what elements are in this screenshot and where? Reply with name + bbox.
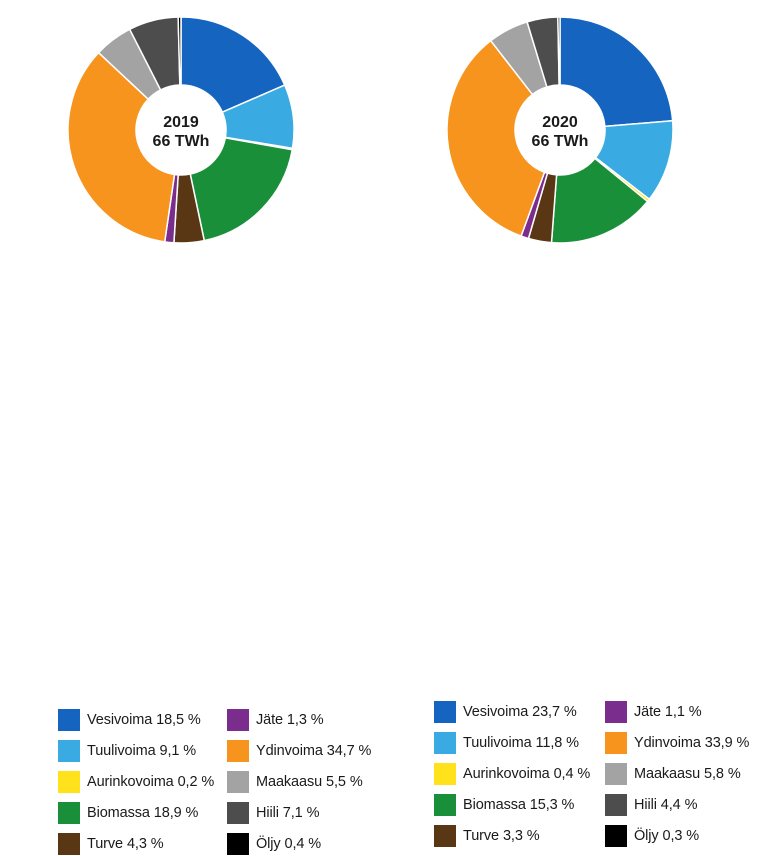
legend-item-vesivoima: Vesivoima 23,7 %: [434, 700, 577, 724]
donut-charts-canvas: 2019 66 TWh 2020 66 TWh: [67, 16, 674, 244]
legend-label: Öljy 0,4 %: [256, 836, 322, 852]
legend-swatch: [434, 763, 456, 785]
legend-swatch: [434, 732, 456, 754]
slice-biomassa-2019: [189, 137, 294, 242]
legend-swatch: [227, 740, 249, 762]
chart-subtitle: 66 TWh: [532, 133, 589, 150]
legend-label: Vesivoima 23,7 %: [463, 704, 577, 720]
legend-item-hiili: Hiili 7,1 %: [227, 801, 319, 825]
legend-item-tuulivoima: Tuulivoima 11,8 %: [434, 731, 579, 755]
legend-item-ydinvoima: Ydinvoima 33,9 %: [605, 731, 749, 755]
legend-item-turve: Turve 4,3 %: [58, 832, 164, 856]
legend-label: Hiili 4,4 %: [634, 797, 698, 813]
legend-label: Biomassa 18,9 %: [87, 805, 199, 821]
legend-item-jate: Jäte 1,3 %: [227, 708, 324, 732]
legend-item-hiili: Hiili 4,4 %: [605, 793, 697, 817]
legend-swatch: [605, 825, 627, 847]
legend-swatch: [227, 833, 249, 855]
slice-ydinvoima-2020: [446, 39, 546, 237]
legend-swatch: [58, 709, 80, 731]
legend-item-jate: Jäte 1,1 %: [605, 700, 702, 724]
legend-label: Turve 4,3 %: [87, 836, 164, 852]
legend-swatch: [605, 794, 627, 816]
slice-vesivoima-2019: [180, 16, 286, 113]
legend-label: Vesivoima 18,5 %: [87, 712, 201, 728]
legend-item-maakaasu: Maakaasu 5,5 %: [227, 770, 363, 794]
energy-source-charts: 2019 66 TWh 2020 66 TWh Vesivoima 18,5 % Tuu…: [58, 16, 749, 855]
legend-swatch: [434, 825, 456, 847]
legend-item-aurinkovoima: Aurinkovoima 0,2 %: [58, 770, 214, 794]
legend-swatch: [227, 802, 249, 824]
legend-label: Öljy 0,3 %: [634, 828, 700, 844]
legend-label: Turve 3,3 %: [463, 828, 540, 844]
legend-item-oljy: Öljy 0,4 %: [227, 832, 321, 856]
legend-swatch: [58, 802, 80, 824]
slice-oljy-2019: [177, 16, 182, 86]
legend-label: Jäte 1,3 %: [256, 712, 324, 728]
legend-label: Hiili 7,1 %: [256, 805, 320, 821]
legend-item-biomassa: Biomassa 18,9 %: [58, 801, 198, 825]
legend-label: Aurinkovoima 0,2 %: [87, 774, 215, 790]
legend-label: Ydinvoima 34,7 %: [256, 743, 372, 759]
legend-swatch: [227, 709, 249, 731]
slice-vesivoima-2020: [559, 16, 674, 128]
legend-swatch: [58, 833, 80, 855]
legend-item-tuulivoima: Tuulivoima 9,1 %: [58, 739, 196, 763]
donut-2020: 2020 66 TWh: [446, 16, 674, 244]
legend-label: Tuulivoima 9,1 %: [87, 743, 197, 759]
slice-oljy-2020: [557, 16, 561, 86]
legend-swatch: [605, 701, 627, 723]
legend-swatch: [227, 771, 249, 793]
legend-swatch: [605, 732, 627, 754]
legend-item-maakaasu: Maakaasu 5,8 %: [605, 762, 741, 786]
legend-label: Biomassa 15,3 %: [463, 797, 575, 813]
legend-swatch: [434, 794, 456, 816]
chart-title: 2020: [542, 114, 578, 131]
chart-title: 2019: [163, 114, 199, 131]
legend-item-vesivoima: Vesivoima 18,5 %: [58, 708, 201, 732]
legend-item-oljy: Öljy 0,3 %: [605, 824, 699, 848]
legend-label: Maakaasu 5,8 %: [634, 766, 741, 782]
legend-label: Maakaasu 5,5 %: [256, 774, 363, 790]
legend-swatch: [58, 740, 80, 762]
chart-subtitle: 66 TWh: [153, 133, 210, 150]
legend-label: Tuulivoima 11,8 %: [463, 735, 579, 751]
legend-item-biomassa: Biomassa 15,3 %: [434, 793, 574, 817]
legend-label: Aurinkovoima 0,4 %: [463, 766, 591, 782]
legend-item-ydinvoima: Ydinvoima 34,7 %: [227, 739, 371, 763]
legend-swatch: [434, 701, 456, 723]
legend-label: Ydinvoima 33,9 %: [634, 735, 750, 751]
legend-swatch: [605, 763, 627, 785]
legend-item-aurinkovoima: Aurinkovoima 0,4 %: [434, 762, 590, 786]
slice-ydinvoima-2019: [67, 51, 176, 243]
legend-item-turve: Turve 3,3 %: [434, 824, 540, 848]
slice-biomassa-2020: [550, 157, 649, 244]
donut-2019: 2019 66 TWh: [67, 16, 295, 244]
legend-swatch: [58, 771, 80, 793]
legend-label: Jäte 1,1 %: [634, 704, 702, 720]
